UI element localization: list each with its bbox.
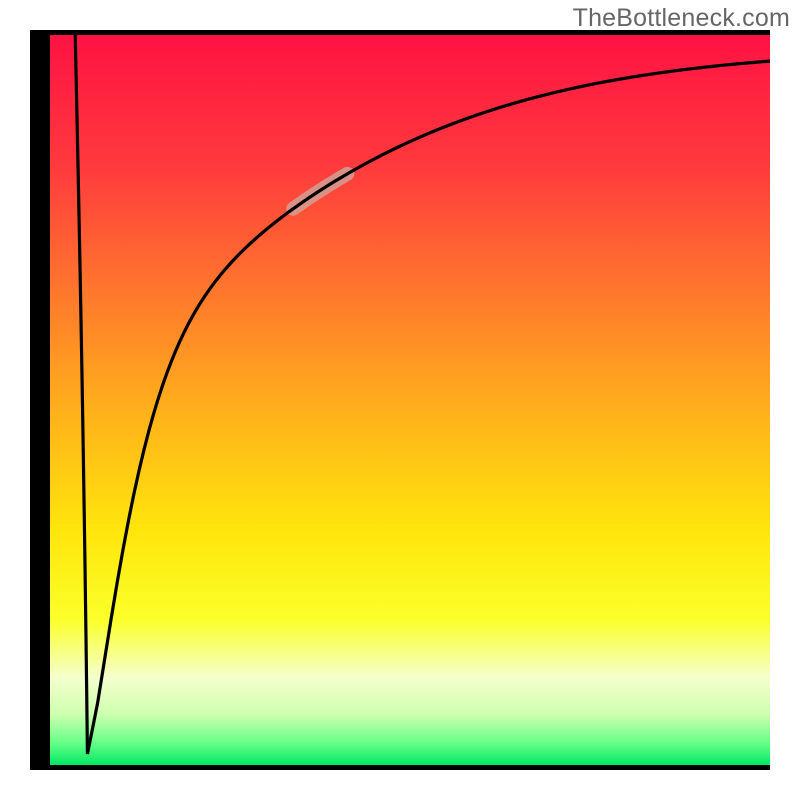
gradient-rect — [50, 35, 770, 765]
watermark-text: TheBottleneck.com — [573, 4, 790, 33]
chart-root: { "watermark": { "text": "TheBottleneck.… — [0, 0, 800, 800]
gradient-background — [50, 35, 770, 765]
